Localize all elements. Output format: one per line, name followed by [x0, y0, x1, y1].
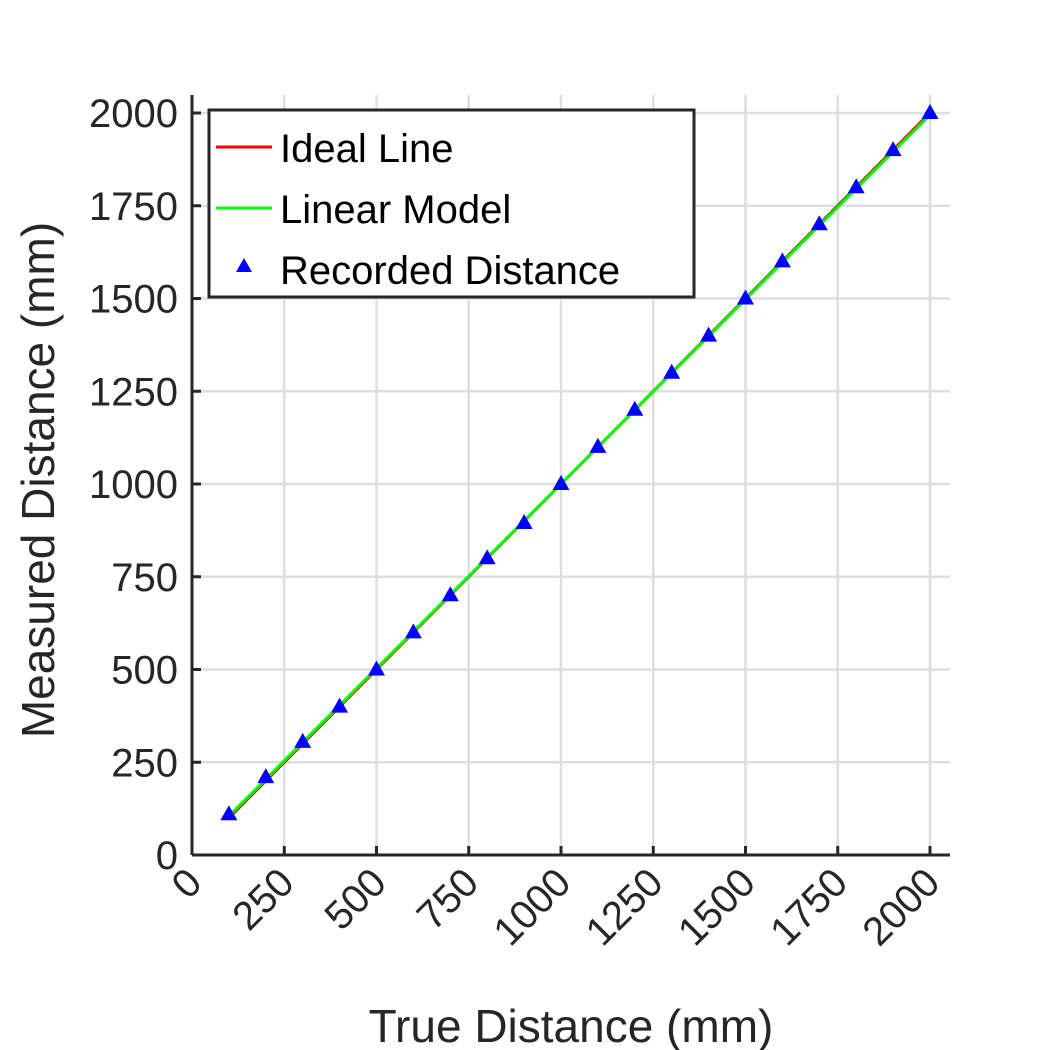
- legend: Ideal Line Linear Model Recorded Distanc…: [207, 108, 696, 299]
- data-point-recorded-distance: [478, 549, 496, 565]
- data-point-recorded-distance: [626, 400, 644, 416]
- legend-label-linear-model: Linear Model: [280, 188, 511, 232]
- x-tick-label: 2000: [854, 860, 948, 954]
- data-point-recorded-distance: [773, 252, 791, 268]
- data-point-recorded-distance: [220, 805, 238, 821]
- legend-swatch-recorded-distance: [236, 258, 252, 272]
- y-tick-label: 2000: [89, 92, 178, 136]
- data-point-recorded-distance: [921, 104, 939, 119]
- series-line-linear-model: [227, 113, 932, 818]
- y-tick-label: 1000: [89, 463, 178, 507]
- x-tick-label: 1750: [762, 860, 856, 954]
- x-tick-label: 750: [409, 860, 487, 938]
- legend-label-recorded-distance: Recorded Distance: [280, 249, 620, 293]
- y-axis-title: Measured Distance (mm): [12, 222, 64, 738]
- x-tick-label: 1000: [485, 860, 579, 954]
- data-point-recorded-distance: [737, 289, 754, 305]
- y-tick-label: 750: [111, 556, 178, 600]
- y-tick-label: 1500: [89, 278, 178, 322]
- data-point-recorded-distance: [331, 697, 349, 713]
- x-tick-label: 1250: [578, 860, 672, 954]
- y-tick-label: 250: [111, 741, 178, 785]
- data-point-recorded-distance: [368, 660, 385, 676]
- x-tick-label: 250: [224, 860, 302, 938]
- y-tick-label: 1250: [89, 370, 178, 414]
- data-point-recorded-distance: [552, 475, 570, 490]
- plot-series: [220, 104, 939, 821]
- legend-box: [207, 108, 696, 299]
- x-tick-label: 500: [317, 860, 395, 938]
- data-point-recorded-distance: [663, 363, 681, 379]
- y-tick-label: 0: [156, 834, 178, 878]
- data-point-recorded-distance: [515, 513, 533, 529]
- data-point-recorded-distance: [810, 215, 828, 231]
- data-point-recorded-distance: [257, 768, 275, 784]
- x-axis-title: True Distance (mm): [369, 1000, 774, 1050]
- data-point-recorded-distance: [294, 732, 312, 748]
- x-tick-label: 1500: [670, 860, 764, 954]
- legend-label-ideal-line: Ideal Line: [280, 127, 453, 171]
- data-point-recorded-distance: [884, 141, 902, 157]
- data-point-recorded-distance: [700, 326, 718, 342]
- data-point-recorded-distance: [847, 178, 865, 194]
- y-tick-label: 1750: [89, 185, 178, 229]
- data-point-recorded-distance: [404, 623, 422, 639]
- data-point-recorded-distance: [441, 586, 459, 602]
- y-tick-label: 500: [111, 649, 178, 693]
- axes: [190, 95, 950, 857]
- data-point-recorded-distance: [589, 437, 607, 453]
